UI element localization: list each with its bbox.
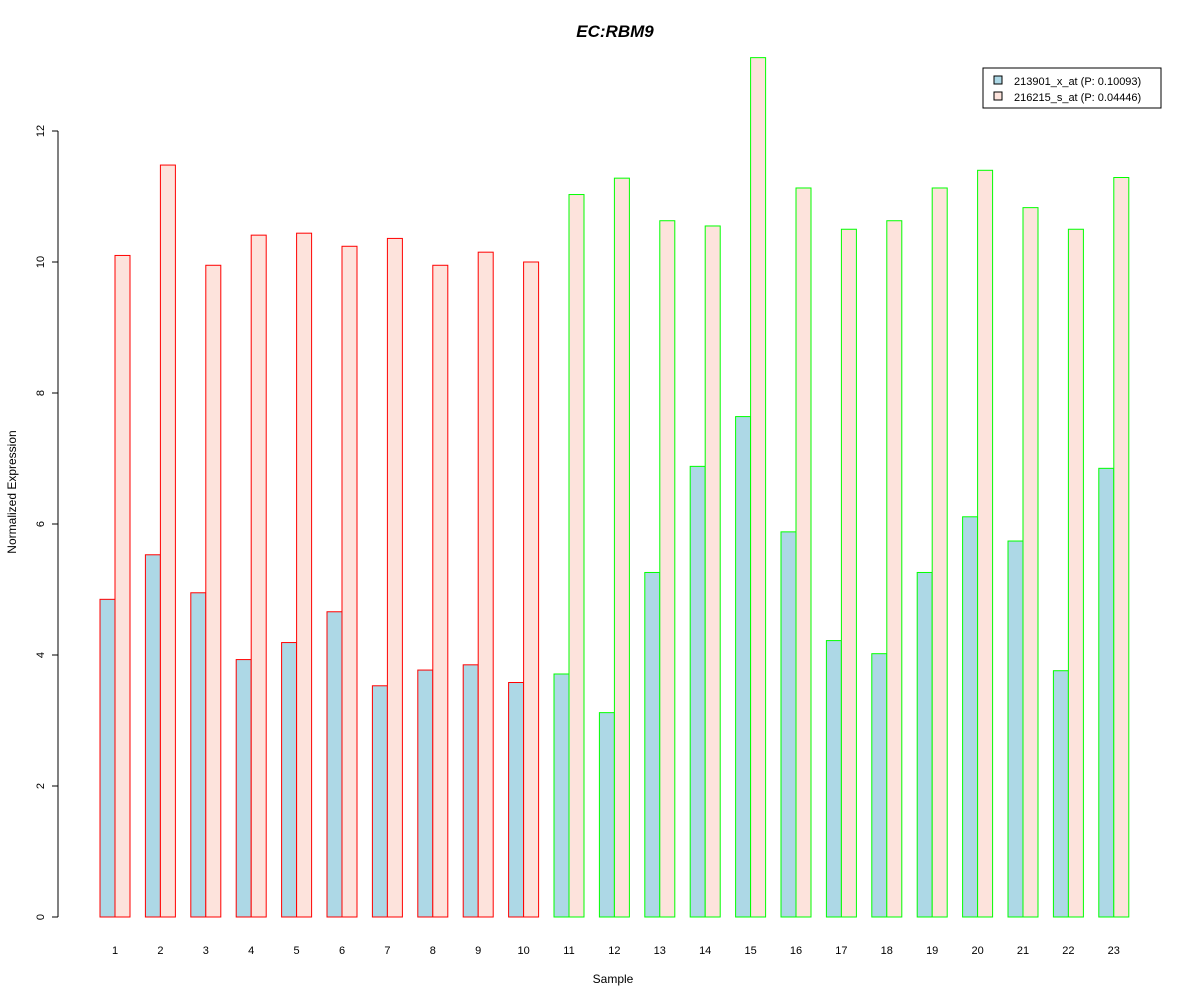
x-tick-label-15: 15 xyxy=(744,945,756,957)
x-tick-label-5: 5 xyxy=(294,945,300,957)
bar-sample-10-series-1 xyxy=(508,682,525,918)
y-tick-label: 2 xyxy=(35,783,47,789)
bar-sample-12-series-1 xyxy=(598,712,615,918)
y-tick-label: 10 xyxy=(35,256,47,268)
bar-sample-17-series-1 xyxy=(825,640,842,918)
bar-sample-3-series-1 xyxy=(190,592,207,918)
bar-sample-10-series-2 xyxy=(523,261,540,918)
x-tick-label-16: 16 xyxy=(790,945,802,957)
x-axis-tick-labels: 1 2 3 4 5 6 7 8 9 10 11 12 13 14 15 16 17 18 19 20 21 22 23 xyxy=(112,945,1120,957)
bar-sample-1-series-1 xyxy=(99,598,116,918)
bar-sample-19-series-1 xyxy=(916,571,933,918)
x-tick-label-4: 4 xyxy=(248,945,254,957)
bar-sample-16-series-1 xyxy=(780,531,797,918)
legend-swatch-series-1 xyxy=(993,75,1003,85)
y-axis: 0 2 4 6 8 10 12 xyxy=(35,125,59,920)
y-tick-label: 4 xyxy=(35,652,47,658)
x-tick-label-10: 10 xyxy=(517,945,529,957)
bar-sample-19-series-2 xyxy=(931,187,948,918)
x-tick-label-9: 9 xyxy=(475,945,481,957)
legend-label-series-2: 216215_s_at (P: 0.04446) xyxy=(1014,92,1141,104)
bar-sample-7-series-1 xyxy=(371,685,388,918)
bar-sample-16-series-2 xyxy=(795,187,812,918)
bar-sample-6-series-1 xyxy=(326,611,343,918)
chart-title: EC:RBM9 xyxy=(576,22,654,41)
bar-sample-2-series-1 xyxy=(144,554,161,918)
x-tick-label-11: 11 xyxy=(563,945,574,957)
bar-sample-18-series-1 xyxy=(871,653,888,918)
bar-sample-11-series-1 xyxy=(553,673,570,918)
y-axis-title: Normalized Expression xyxy=(5,430,19,553)
bar-sample-5-series-2 xyxy=(296,232,313,918)
y-tick-label: 8 xyxy=(35,390,47,396)
bar-sample-17-series-2 xyxy=(840,228,857,918)
x-tick-label-6: 6 xyxy=(339,945,345,957)
bar-sample-7-series-2 xyxy=(386,237,403,918)
bars-group xyxy=(99,57,1130,918)
x-tick-label-19: 19 xyxy=(926,945,938,957)
bar-sample-15-series-2 xyxy=(750,57,767,918)
bar-sample-14-series-1 xyxy=(689,465,706,918)
legend-box xyxy=(982,67,1162,109)
bar-sample-21-series-2 xyxy=(1022,207,1039,918)
bar-sample-9-series-2 xyxy=(477,251,494,918)
bar-sample-8-series-2 xyxy=(432,264,449,918)
bar-sample-22-series-1 xyxy=(1052,670,1069,918)
bar-sample-22-series-2 xyxy=(1067,228,1084,918)
y-tick-label: 0 xyxy=(35,914,47,920)
bar-sample-8-series-1 xyxy=(417,669,434,918)
x-tick-label-20: 20 xyxy=(971,945,983,957)
bar-sample-18-series-2 xyxy=(886,220,903,918)
bar-sample-21-series-1 xyxy=(1007,540,1024,918)
x-tick-label-21: 21 xyxy=(1017,945,1029,957)
bar-sample-13-series-2 xyxy=(659,220,676,918)
bar-sample-2-series-2 xyxy=(159,164,176,918)
x-tick-label-18: 18 xyxy=(881,945,893,957)
bar-sample-5-series-1 xyxy=(281,642,298,918)
bar-sample-23-series-2 xyxy=(1113,177,1130,918)
x-tick-label-7: 7 xyxy=(384,945,390,957)
x-tick-label-2: 2 xyxy=(157,945,163,957)
x-tick-label-14: 14 xyxy=(699,945,711,957)
bar-sample-9-series-1 xyxy=(462,664,479,918)
x-tick-label-22: 22 xyxy=(1062,945,1074,957)
legend-swatch-series-2 xyxy=(993,91,1003,101)
bar-sample-12-series-2 xyxy=(613,177,630,918)
y-tick-label: 6 xyxy=(35,521,47,527)
legend: 213901_x_at (P: 0.10093) 216215_s_at (P:… xyxy=(982,67,1162,109)
bar-sample-11-series-2 xyxy=(568,194,585,918)
bar-sample-20-series-2 xyxy=(977,169,994,918)
bar-sample-15-series-1 xyxy=(735,416,752,918)
x-tick-label-12: 12 xyxy=(608,945,620,957)
bar-sample-23-series-1 xyxy=(1098,467,1115,918)
bar-sample-13-series-1 xyxy=(644,571,661,918)
bar-sample-14-series-2 xyxy=(704,225,721,918)
bar-sample-4-series-1 xyxy=(235,659,252,918)
bar-sample-4-series-2 xyxy=(250,234,267,918)
x-tick-label-17: 17 xyxy=(835,945,847,957)
x-tick-label-13: 13 xyxy=(654,945,666,957)
bar-sample-6-series-2 xyxy=(341,245,358,918)
bar-sample-1-series-2 xyxy=(114,254,131,918)
x-tick-label-23: 23 xyxy=(1108,945,1120,957)
x-tick-label-3: 3 xyxy=(203,945,209,957)
legend-label-series-1: 213901_x_at (P: 0.10093) xyxy=(1014,76,1141,88)
bar-sample-3-series-2 xyxy=(205,264,222,918)
y-tick-label: 12 xyxy=(35,125,47,137)
x-tick-label-1: 1 xyxy=(112,945,118,957)
x-axis-title: Sample xyxy=(593,972,634,986)
bar-sample-20-series-1 xyxy=(962,516,979,918)
x-tick-label-8: 8 xyxy=(430,945,436,957)
